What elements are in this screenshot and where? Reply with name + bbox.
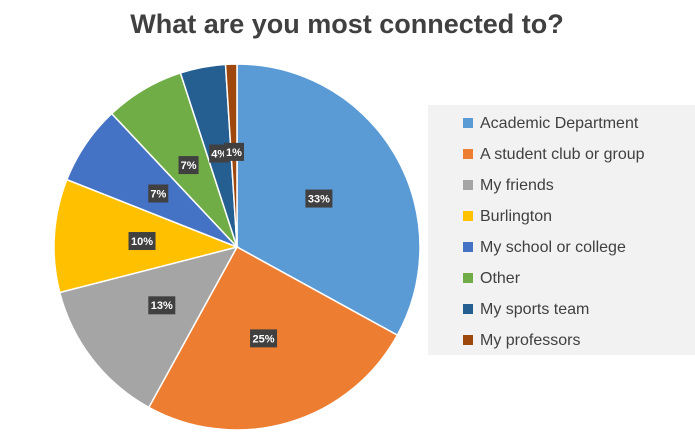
legend-label: Academic Department (480, 115, 639, 132)
data-label: 13% (151, 300, 173, 312)
legend-swatch (463, 335, 473, 345)
data-label-box (305, 189, 333, 208)
legend-swatch (463, 211, 473, 221)
legend-label: My friends (480, 177, 554, 194)
data-label-box (148, 184, 169, 203)
data-label: 7% (181, 160, 197, 172)
data-label: 1% (226, 147, 242, 159)
legend-swatch (463, 242, 473, 252)
legend-swatch (463, 180, 473, 190)
data-label: 25% (253, 333, 275, 345)
data-label-box (148, 296, 176, 315)
legend-swatch (463, 149, 473, 159)
legend-label: A student club or group (480, 146, 645, 163)
legend-label: My professors (480, 332, 580, 349)
data-label-box (128, 232, 156, 251)
data-label: 10% (131, 236, 153, 248)
legend-label: My school or college (480, 239, 626, 256)
legend-label: My sports team (480, 301, 589, 318)
legend-swatch (463, 118, 473, 128)
data-label: 4% (211, 148, 227, 160)
data-label: 7% (150, 188, 166, 200)
legend-swatch (463, 273, 473, 283)
pie-slice (58, 245, 239, 409)
chart-title: What are you most connected to? (130, 9, 564, 39)
legend-label: Burlington (480, 208, 552, 225)
data-label-box (224, 142, 245, 161)
data-label: 33% (308, 193, 330, 205)
legend-label: Other (480, 270, 521, 287)
data-label-box (178, 156, 199, 175)
data-label-box (250, 329, 278, 348)
legend-swatch (463, 304, 473, 314)
